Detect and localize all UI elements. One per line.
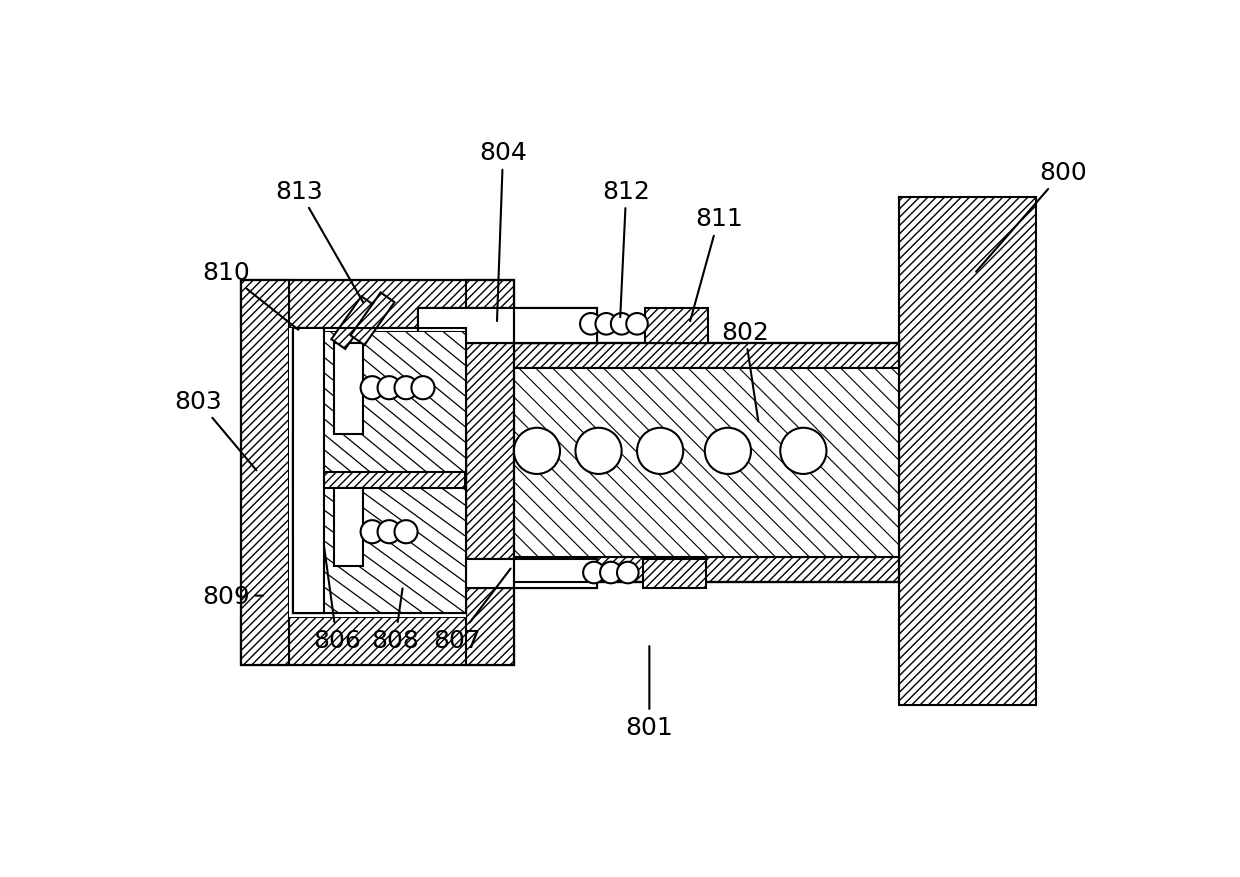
Circle shape bbox=[595, 314, 618, 335]
Text: 807: 807 bbox=[433, 569, 511, 652]
Bar bbox=[293, 489, 466, 540]
Bar bbox=[242, 617, 513, 665]
Text: 810: 810 bbox=[202, 261, 299, 331]
Bar bbox=[420, 344, 899, 582]
Text: 808: 808 bbox=[371, 588, 419, 652]
Circle shape bbox=[412, 377, 434, 400]
Bar bbox=[293, 328, 324, 613]
Bar bbox=[420, 344, 899, 368]
Bar bbox=[418, 309, 596, 344]
Text: 804: 804 bbox=[479, 141, 527, 322]
Text: 811: 811 bbox=[691, 207, 743, 322]
Circle shape bbox=[583, 562, 605, 583]
Bar bbox=[418, 559, 596, 588]
Circle shape bbox=[618, 562, 639, 583]
Circle shape bbox=[600, 562, 621, 583]
Bar bbox=[334, 344, 363, 434]
Bar bbox=[293, 332, 324, 613]
Circle shape bbox=[513, 428, 560, 474]
Bar bbox=[418, 309, 596, 344]
Bar bbox=[420, 368, 899, 558]
Circle shape bbox=[575, 428, 621, 474]
Bar bbox=[418, 309, 596, 344]
Circle shape bbox=[394, 521, 418, 544]
Bar bbox=[466, 281, 513, 665]
Bar bbox=[645, 309, 708, 344]
Circle shape bbox=[417, 377, 440, 403]
Circle shape bbox=[780, 428, 826, 474]
Circle shape bbox=[394, 377, 418, 400]
Circle shape bbox=[374, 524, 399, 548]
Bar bbox=[293, 434, 466, 488]
Text: 809: 809 bbox=[202, 584, 263, 608]
Bar bbox=[242, 281, 513, 665]
Circle shape bbox=[353, 377, 378, 403]
Bar bbox=[899, 197, 1035, 705]
Circle shape bbox=[611, 314, 632, 335]
Bar bbox=[419, 310, 596, 343]
Circle shape bbox=[377, 377, 401, 400]
Bar bbox=[242, 281, 289, 665]
Bar bbox=[420, 369, 898, 557]
Bar bbox=[327, 373, 465, 434]
Circle shape bbox=[637, 428, 683, 474]
Bar bbox=[418, 559, 596, 588]
Bar bbox=[294, 473, 465, 488]
Bar bbox=[294, 333, 465, 613]
Circle shape bbox=[374, 377, 399, 403]
Bar bbox=[242, 281, 513, 328]
Text: 801: 801 bbox=[625, 646, 673, 738]
Circle shape bbox=[361, 377, 383, 400]
Bar bbox=[289, 328, 466, 617]
Bar bbox=[644, 559, 707, 588]
Circle shape bbox=[580, 314, 601, 335]
Bar bbox=[334, 488, 363, 567]
Bar bbox=[335, 550, 362, 581]
Circle shape bbox=[353, 524, 378, 548]
Text: 800: 800 bbox=[976, 161, 1086, 273]
Bar bbox=[294, 333, 465, 611]
Bar bbox=[418, 559, 596, 588]
Circle shape bbox=[396, 377, 420, 403]
Circle shape bbox=[626, 314, 647, 335]
Bar bbox=[351, 293, 394, 346]
Text: 802: 802 bbox=[720, 320, 769, 422]
Bar bbox=[294, 489, 463, 552]
Circle shape bbox=[377, 521, 401, 544]
Text: 803: 803 bbox=[175, 389, 257, 471]
Circle shape bbox=[361, 521, 383, 544]
Bar bbox=[419, 560, 596, 588]
Text: 813: 813 bbox=[275, 180, 363, 303]
Bar bbox=[335, 342, 362, 373]
Bar bbox=[331, 297, 376, 350]
Bar bbox=[294, 333, 463, 433]
Bar bbox=[293, 436, 466, 486]
Circle shape bbox=[396, 524, 420, 548]
Circle shape bbox=[704, 428, 751, 474]
Bar bbox=[420, 558, 899, 582]
Bar bbox=[327, 488, 465, 550]
Text: 806: 806 bbox=[312, 546, 361, 652]
Text: 812: 812 bbox=[603, 180, 650, 317]
Bar bbox=[242, 281, 513, 665]
